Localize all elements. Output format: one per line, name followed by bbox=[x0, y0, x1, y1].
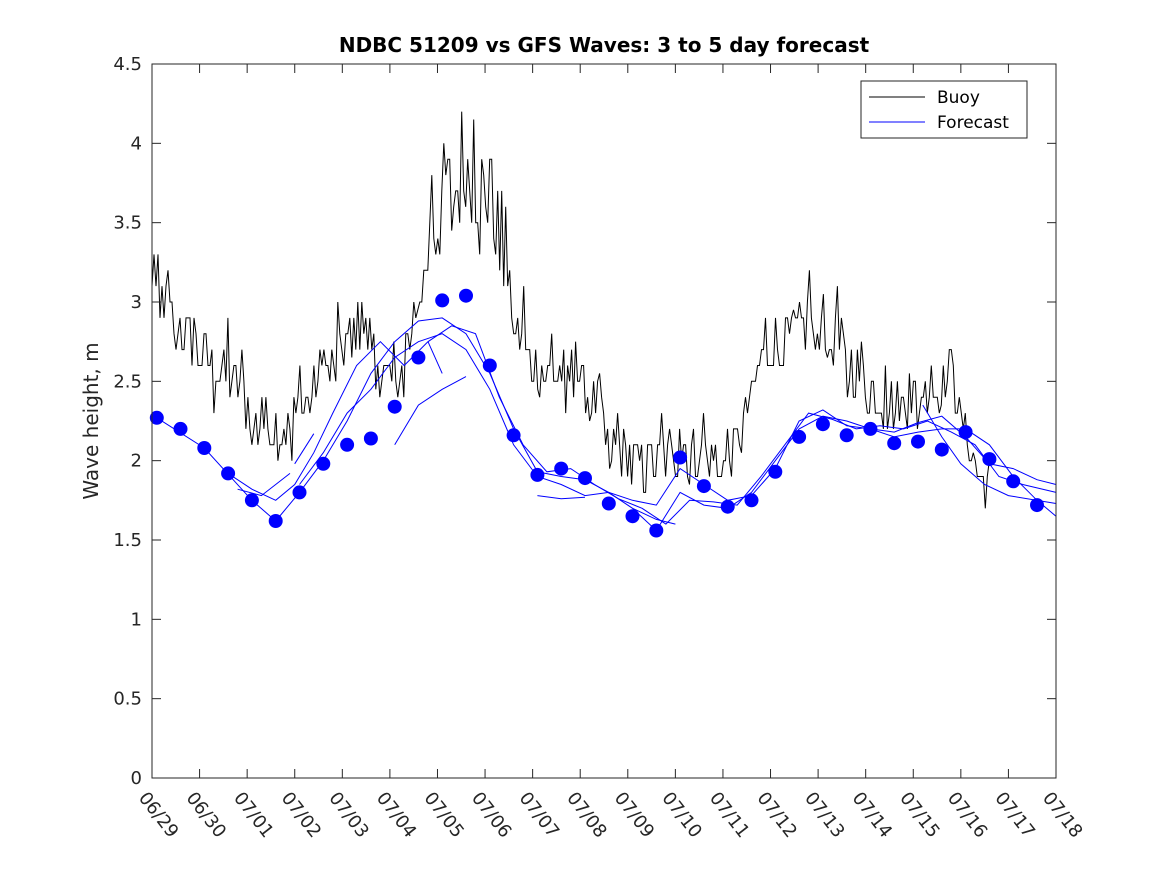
forecast-point bbox=[221, 466, 236, 481]
x-tick-label: 07/12 bbox=[753, 788, 801, 842]
x-tick-label: 07/11 bbox=[705, 788, 753, 842]
forecast-point bbox=[625, 509, 640, 524]
forecast-point bbox=[554, 461, 569, 476]
forecast-point bbox=[316, 456, 331, 471]
x-tick-label: 07/07 bbox=[515, 788, 563, 842]
x-tick-label: 07/18 bbox=[1038, 788, 1086, 842]
forecast-line bbox=[537, 495, 586, 500]
forecast-point bbox=[435, 293, 450, 308]
x-tick-label: 06/29 bbox=[134, 788, 182, 842]
forecast-point bbox=[506, 428, 521, 443]
forecast-point bbox=[173, 421, 188, 436]
forecast-point bbox=[1030, 498, 1044, 513]
forecast-point bbox=[578, 471, 592, 486]
legend-box bbox=[860, 80, 1028, 139]
forecast-point bbox=[696, 479, 711, 494]
buoy-series bbox=[151, 111, 990, 509]
forecast-point bbox=[530, 467, 545, 482]
y-tick-label: 0.5 bbox=[113, 689, 142, 710]
x-tick-label: 07/08 bbox=[562, 788, 610, 842]
forecast-point bbox=[982, 452, 997, 467]
chart-title: NDBC 51209 vs GFS Waves: 3 to 5 day fore… bbox=[339, 33, 870, 57]
forecast-point bbox=[792, 429, 807, 444]
forecast-point bbox=[911, 434, 925, 449]
x-tick-label: 06/30 bbox=[182, 788, 230, 842]
x-tick-label: 07/09 bbox=[610, 788, 658, 842]
forecast-line bbox=[227, 325, 1057, 525]
y-tick-label: 2.5 bbox=[113, 371, 142, 392]
x-tick-label: 07/17 bbox=[990, 788, 1038, 842]
y-tick-label: 3 bbox=[131, 292, 142, 313]
forecast-line bbox=[394, 376, 467, 446]
x-tick-label: 07/01 bbox=[229, 788, 277, 842]
x-tick-label: 07/15 bbox=[895, 788, 943, 842]
forecast-point bbox=[1006, 474, 1021, 489]
forecast-point bbox=[363, 431, 378, 446]
forecast-point bbox=[839, 428, 854, 443]
forecast-point bbox=[149, 410, 164, 425]
legend: Buoy Forecast bbox=[860, 80, 1028, 139]
x-tick-label: 07/10 bbox=[657, 788, 705, 842]
y-tick-label: 4.5 bbox=[113, 54, 142, 75]
forecast-point bbox=[340, 437, 355, 452]
forecast-point bbox=[268, 514, 283, 528]
legend-buoy-label: Buoy bbox=[937, 88, 980, 108]
y-tick-label: 2 bbox=[131, 451, 142, 472]
x-tick-label: 07/13 bbox=[800, 788, 848, 842]
forecast-point bbox=[292, 485, 307, 500]
forecast-point bbox=[815, 417, 830, 432]
y-tick-label: 1.5 bbox=[113, 530, 142, 551]
forecast-point bbox=[387, 399, 402, 414]
forecast-point bbox=[601, 496, 616, 511]
forecast-point bbox=[958, 425, 973, 440]
x-tick-label: 07/03 bbox=[324, 788, 372, 842]
forecast-point bbox=[411, 350, 426, 365]
y-tick-label: 3.5 bbox=[113, 213, 142, 234]
x-tick-label: 07/04 bbox=[372, 788, 420, 842]
x-tick-label: 07/06 bbox=[467, 788, 515, 842]
forecast-line bbox=[237, 473, 291, 497]
forecast-line bbox=[427, 341, 443, 374]
x-tick-label: 07/05 bbox=[420, 788, 468, 842]
forecast-point bbox=[649, 523, 664, 538]
forecast-line bbox=[299, 333, 1057, 506]
x-tick-label: 07/16 bbox=[943, 788, 991, 842]
forecast-point bbox=[863, 421, 878, 436]
y-tick-label: 1 bbox=[131, 609, 142, 630]
forecast-point bbox=[744, 493, 759, 508]
x-tick-label: 07/14 bbox=[848, 788, 896, 842]
x-tick-label: 07/02 bbox=[277, 788, 325, 842]
forecast-point bbox=[244, 493, 259, 508]
forecast-point bbox=[673, 450, 688, 465]
forecast-line bbox=[632, 507, 676, 525]
forecast-point bbox=[934, 442, 949, 457]
forecast-point bbox=[482, 358, 497, 373]
forecast-point bbox=[887, 436, 902, 451]
axes-box bbox=[151, 63, 1057, 779]
forecast-point bbox=[197, 441, 212, 455]
forecast-point bbox=[459, 288, 473, 303]
forecast-line bbox=[294, 433, 315, 465]
buoy-line bbox=[151, 111, 990, 509]
forecast-point bbox=[720, 499, 735, 514]
y-tick-label: 4 bbox=[131, 133, 142, 154]
y-axis-label: Wave height, m bbox=[79, 342, 103, 499]
forecast-series bbox=[149, 288, 1057, 538]
y-tick-label: 0 bbox=[131, 768, 142, 789]
forecast-point bbox=[768, 464, 783, 479]
legend-forecast-label: Forecast bbox=[937, 113, 1009, 133]
forecast-line bbox=[922, 404, 1057, 504]
